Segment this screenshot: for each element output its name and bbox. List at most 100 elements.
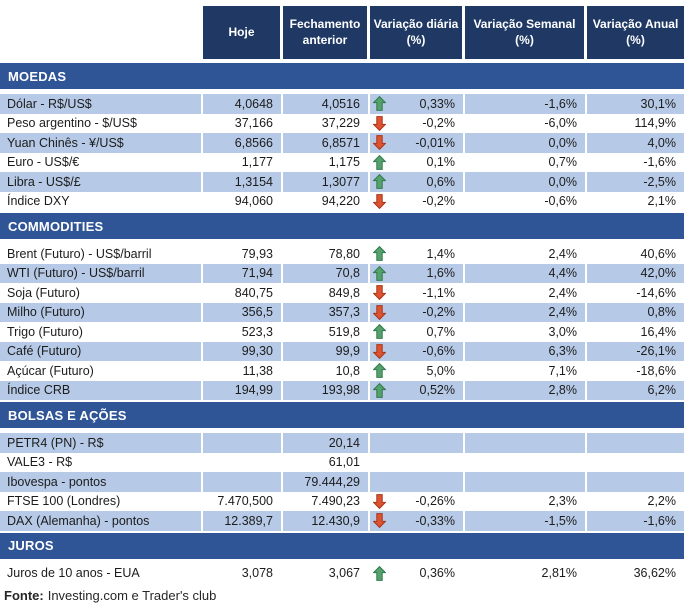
hoje-value bbox=[203, 452, 283, 472]
variacao-semanal-value: 0,0% bbox=[465, 133, 587, 153]
fechamento-anterior-value: 70,8 bbox=[283, 263, 370, 283]
hoje-value bbox=[203, 433, 283, 453]
variacao-anual-value bbox=[587, 453, 684, 473]
arrow-up-icon bbox=[373, 265, 387, 281]
arrow-down-icon bbox=[373, 493, 387, 509]
arrow-up-icon bbox=[373, 324, 387, 340]
variacao-anual-value: 114,9% bbox=[634, 116, 676, 131]
variacao-anual-value: 0,8% bbox=[647, 305, 677, 320]
arrow-down-icon bbox=[373, 304, 387, 320]
hoje-value: 7.470,500 bbox=[203, 491, 283, 511]
section-header-moedas: MOEDAS bbox=[0, 63, 684, 89]
arrow-up-icon bbox=[373, 565, 387, 581]
fechamento-anterior-value: 6,8571 bbox=[283, 133, 370, 153]
fechamento-anterior-value: 61,01 bbox=[283, 452, 370, 472]
variacao-diaria-value: -0,6% bbox=[422, 344, 455, 359]
variacao-diaria-value: 1,6% bbox=[426, 266, 456, 281]
table-row: Dólar - R$/US$ 4,0648 4,0516 0,33% -1,6%… bbox=[0, 94, 684, 114]
variacao-semanal-value: 4,4% bbox=[465, 263, 587, 283]
variacao-anual-value: 2,1% bbox=[647, 194, 677, 209]
variacao-diaria-value: -0,26% bbox=[415, 494, 455, 509]
section-title: MOEDAS bbox=[8, 68, 67, 84]
variacao-anual-value: 4,0% bbox=[647, 135, 677, 150]
hoje-value: 194,99 bbox=[203, 380, 283, 400]
table-row: Peso argentino - $/US$ 37,166 37,229 -0,… bbox=[0, 113, 684, 133]
hoje-value: 4,0648 bbox=[203, 94, 283, 114]
fechamento-anterior-value: 193,98 bbox=[283, 380, 370, 400]
hoje-value: 1,177 bbox=[203, 152, 283, 172]
variacao-diaria-value: -0,2% bbox=[422, 305, 455, 320]
fechamento-anterior-value: 519,8 bbox=[283, 322, 370, 342]
variacao-diaria-value: 0,7% bbox=[426, 324, 456, 339]
variacao-diaria-cell: -0,2% bbox=[370, 191, 465, 211]
variacao-semanal-value: 2,4% bbox=[465, 302, 587, 322]
variacao-semanal-value: 2,4% bbox=[465, 283, 587, 303]
variacao-semanal-value: 3,0% bbox=[465, 322, 587, 342]
hoje-value: 37,166 bbox=[203, 113, 283, 133]
table-row: Yuan Chinês - ¥/US$ 6,8566 6,8571 -0,01%… bbox=[0, 133, 684, 153]
hoje-value: 6,8566 bbox=[203, 133, 283, 153]
arrow-down-icon bbox=[373, 285, 387, 301]
financial-summary-table: Hoje Fechamento anterior Variação diária… bbox=[0, 6, 684, 603]
table-row: Brent (Futuro) - US$/barril 79,93 78,80 … bbox=[0, 244, 684, 264]
variacao-diaria-cell: -0,6% bbox=[370, 341, 465, 361]
instrument-name: Açúcar (Futuro) bbox=[0, 361, 203, 381]
variacao-anual-value: 30,1% bbox=[640, 96, 676, 111]
fechamento-anterior-value: 99,9 bbox=[283, 341, 370, 361]
variacao-diaria-value: -0,01% bbox=[415, 135, 455, 150]
variacao-anual-value: 16,4% bbox=[640, 324, 676, 339]
variacao-diaria-cell: -1,1% bbox=[370, 283, 465, 303]
variacao-diaria-value: -0,2% bbox=[422, 194, 455, 209]
instrument-name: Ibovespa - pontos bbox=[0, 472, 203, 492]
trend-arrow-icon bbox=[373, 455, 387, 470]
variacao-diaria-cell: -0,2% bbox=[370, 113, 465, 133]
variacao-diaria-value: 0,52% bbox=[419, 383, 455, 398]
arrow-down-icon bbox=[373, 135, 387, 151]
variacao-semanal-value: -1,5% bbox=[465, 511, 587, 531]
column-header-variacao-semanal: Variação Semanal (%) bbox=[465, 6, 587, 59]
header-empty-cell bbox=[0, 6, 203, 59]
hoje-value: 11,38 bbox=[203, 361, 283, 381]
variacao-diaria-cell: -0,2% bbox=[370, 302, 465, 322]
section-header-commodities: COMMODITIES bbox=[0, 213, 684, 239]
table-row: Milho (Futuro) 356,5 357,3 -0,2% 2,4% 0,… bbox=[0, 302, 684, 322]
fechamento-anterior-value: 94,220 bbox=[283, 191, 370, 211]
fechamento-anterior-value: 79.444,29 bbox=[283, 472, 370, 492]
variacao-semanal-value: 7,1% bbox=[465, 361, 587, 381]
instrument-name: Libra - US$/£ bbox=[0, 172, 203, 192]
instrument-name: Soja (Futuro) bbox=[0, 283, 203, 303]
table-row: Juros de 10 anos - EUA 3,078 3,067 0,36%… bbox=[0, 563, 684, 583]
variacao-semanal-value: 2,4% bbox=[465, 244, 587, 264]
variacao-semanal-value: -6,0% bbox=[465, 113, 587, 133]
fechamento-anterior-value: 37,229 bbox=[283, 113, 370, 133]
variacao-anual-value bbox=[587, 472, 684, 492]
fechamento-anterior-value: 849,8 bbox=[283, 283, 370, 303]
source-text: Investing.com e Trader's club bbox=[47, 588, 217, 603]
instrument-name: Euro - US$/€ bbox=[0, 152, 203, 172]
variacao-anual-value: 40,6% bbox=[640, 246, 676, 261]
table-row: Trigo (Futuro) 523,3 519,8 0,7% 3,0% 16,… bbox=[0, 322, 684, 342]
instrument-name: PETR4 (PN) - R$ bbox=[0, 433, 203, 453]
variacao-diaria-value: 0,36% bbox=[419, 566, 455, 581]
variacao-diaria-cell: 0,7% bbox=[370, 322, 465, 342]
table-row: Café (Futuro) 99,30 99,9 -0,6% 6,3% -26,… bbox=[0, 341, 684, 361]
variacao-diaria-cell: 1,6% bbox=[370, 263, 465, 283]
arrow-up-icon bbox=[373, 363, 387, 379]
arrow-up-icon bbox=[373, 154, 387, 170]
fechamento-anterior-value: 4,0516 bbox=[283, 94, 370, 114]
variacao-semanal-value bbox=[465, 452, 587, 472]
section-header-bolsas-e-a-es: BOLSAS E AÇÕES bbox=[0, 402, 684, 428]
instrument-name: Índice CRB bbox=[0, 380, 203, 400]
variacao-anual-value: -14,6% bbox=[636, 285, 676, 300]
fechamento-anterior-value: 12.430,9 bbox=[283, 511, 370, 531]
variacao-anual-value: -1,6% bbox=[643, 513, 676, 528]
instrument-name: Yuan Chinês - ¥/US$ bbox=[0, 133, 203, 153]
source-note: Fonte: Investing.com e Trader's club bbox=[0, 588, 684, 603]
column-header-fechamento-anterior: Fechamento anterior bbox=[283, 6, 370, 59]
hoje-value: 523,3 bbox=[203, 322, 283, 342]
variacao-semanal-value bbox=[465, 472, 587, 492]
variacao-semanal-value: 2,8% bbox=[465, 380, 587, 400]
variacao-anual-value bbox=[587, 433, 684, 453]
variacao-semanal-value: -1,6% bbox=[465, 94, 587, 114]
variacao-diaria-cell: -0,33% bbox=[370, 511, 465, 531]
